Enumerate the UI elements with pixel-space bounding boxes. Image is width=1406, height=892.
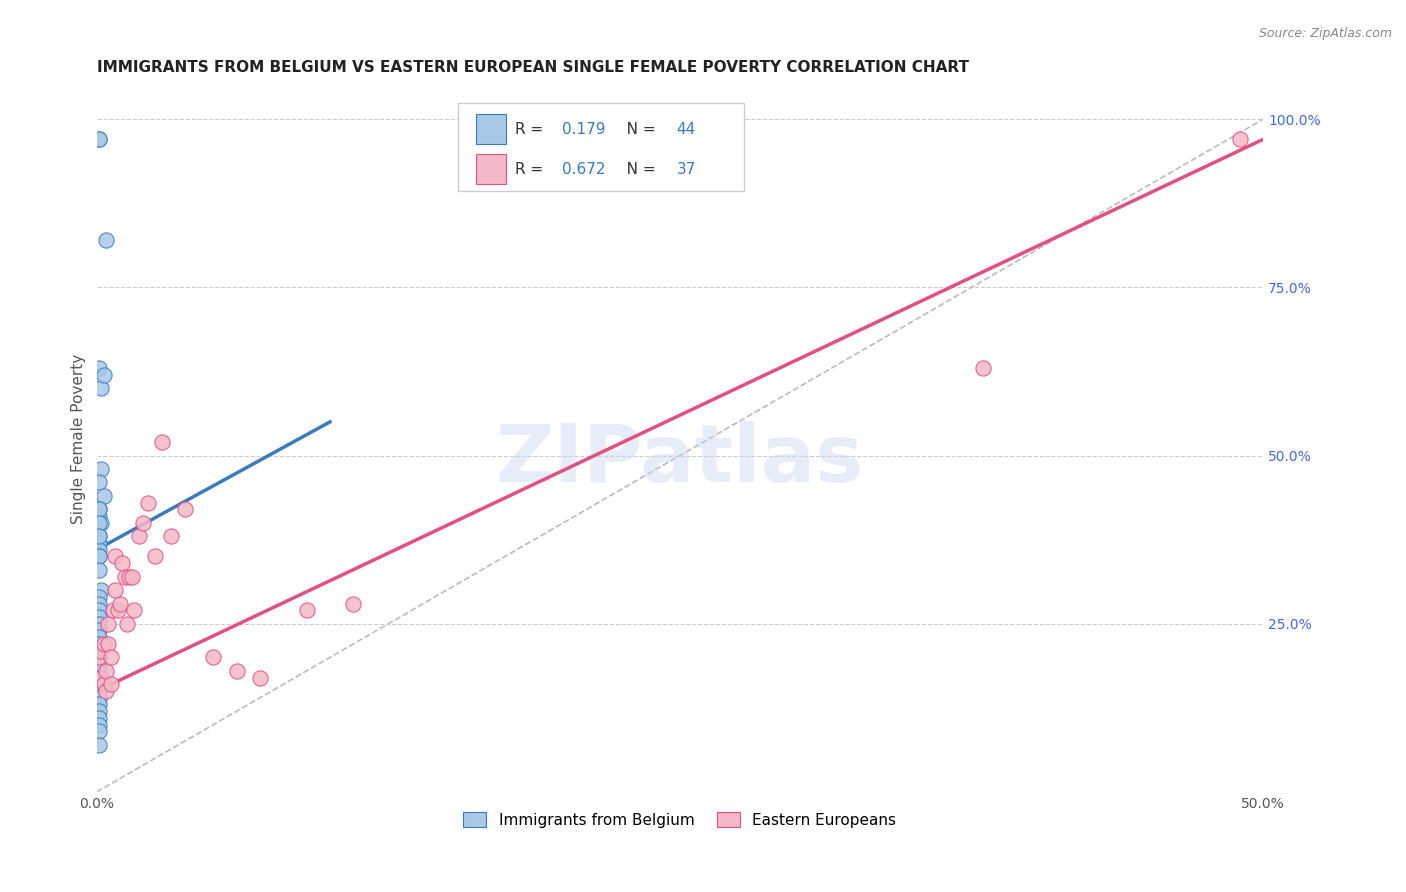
FancyBboxPatch shape — [475, 154, 506, 184]
Text: IMMIGRANTS FROM BELGIUM VS EASTERN EUROPEAN SINGLE FEMALE POVERTY CORRELATION CH: IMMIGRANTS FROM BELGIUM VS EASTERN EUROP… — [97, 60, 969, 75]
Point — [87, 738, 110, 752]
Point — [87, 132, 110, 146]
Legend: Immigrants from Belgium, Eastern Europeans: Immigrants from Belgium, Eastern Europea… — [457, 805, 903, 834]
Point — [87, 724, 110, 739]
Text: N =: N = — [612, 121, 661, 136]
Text: 37: 37 — [676, 161, 696, 177]
Point — [1229, 132, 1251, 146]
Point — [132, 516, 155, 530]
Point — [87, 361, 110, 376]
Text: N =: N = — [612, 161, 661, 177]
Point — [136, 496, 159, 510]
Point — [94, 664, 117, 678]
Point — [87, 690, 110, 705]
Point — [108, 597, 131, 611]
FancyBboxPatch shape — [458, 103, 744, 192]
Point — [972, 361, 994, 376]
Point — [87, 637, 110, 651]
Point — [111, 556, 134, 570]
Point — [90, 671, 112, 685]
Point — [90, 643, 112, 657]
Point — [97, 616, 120, 631]
Point — [225, 664, 247, 678]
Point — [87, 698, 110, 712]
Point — [87, 509, 110, 524]
Point — [87, 664, 110, 678]
Point — [87, 563, 110, 577]
Point — [87, 549, 110, 564]
Point — [128, 529, 150, 543]
Point — [122, 603, 145, 617]
Point — [87, 475, 110, 490]
Point — [87, 590, 110, 604]
Point — [114, 569, 136, 583]
Point — [87, 704, 110, 718]
Point — [87, 529, 110, 543]
Point — [93, 677, 115, 691]
Point — [87, 502, 110, 516]
Text: ZIPatlas: ZIPatlas — [496, 421, 865, 499]
Point — [87, 650, 110, 665]
Text: Source: ZipAtlas.com: Source: ZipAtlas.com — [1258, 27, 1392, 40]
Point — [97, 637, 120, 651]
Point — [160, 529, 183, 543]
Point — [87, 549, 110, 564]
Point — [100, 650, 122, 665]
Point — [104, 583, 127, 598]
Text: R =: R = — [516, 161, 548, 177]
Point — [150, 435, 173, 450]
Point — [295, 603, 318, 617]
Point — [104, 549, 127, 564]
Point — [87, 132, 110, 146]
Point — [90, 381, 112, 395]
Point — [93, 368, 115, 382]
Point — [118, 569, 141, 583]
Point — [121, 569, 143, 583]
Point — [87, 671, 110, 685]
Text: 44: 44 — [676, 121, 696, 136]
Text: 0.179: 0.179 — [562, 121, 606, 136]
Point — [100, 677, 122, 691]
Point — [202, 650, 225, 665]
Point — [87, 643, 110, 657]
Point — [93, 637, 115, 651]
Point — [87, 684, 110, 698]
Point — [87, 624, 110, 638]
Point — [90, 516, 112, 530]
Point — [90, 462, 112, 476]
Point — [87, 630, 110, 644]
Point — [342, 597, 364, 611]
Point — [87, 536, 110, 550]
Point — [87, 603, 110, 617]
Point — [93, 489, 115, 503]
FancyBboxPatch shape — [475, 114, 506, 144]
Point — [174, 502, 197, 516]
Point — [249, 671, 271, 685]
Point — [87, 529, 110, 543]
Text: R =: R = — [516, 121, 548, 136]
Point — [94, 684, 117, 698]
Point — [87, 677, 110, 691]
Point — [94, 233, 117, 247]
Point — [87, 516, 110, 530]
Text: 0.672: 0.672 — [562, 161, 606, 177]
Point — [87, 542, 110, 557]
Point — [87, 610, 110, 624]
Point — [87, 616, 110, 631]
Point — [90, 583, 112, 598]
Point — [87, 671, 110, 685]
Point — [107, 603, 129, 617]
Point — [87, 502, 110, 516]
Point — [101, 603, 124, 617]
Point — [143, 549, 166, 564]
Y-axis label: Single Female Poverty: Single Female Poverty — [72, 353, 86, 524]
Point — [115, 616, 138, 631]
Point — [87, 650, 110, 665]
Point — [87, 717, 110, 731]
Point — [87, 657, 110, 672]
Point — [87, 597, 110, 611]
Point — [87, 711, 110, 725]
